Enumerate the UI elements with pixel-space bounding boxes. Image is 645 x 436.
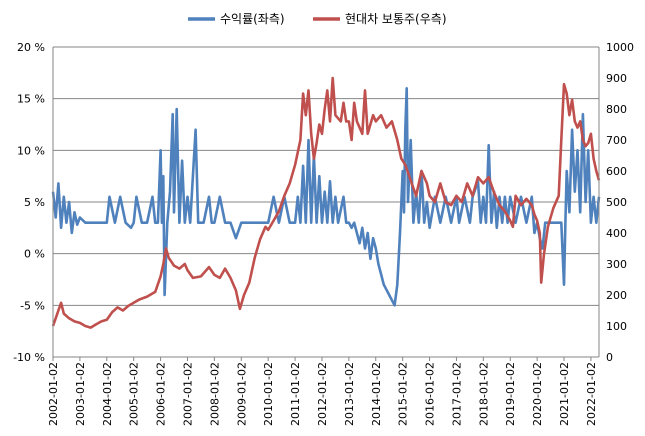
x-tick-label: 2017-01-02: [450, 362, 463, 426]
x-tick-label: 2004-01-02: [101, 362, 114, 426]
x-tick-label: 2020-01-02: [531, 362, 544, 426]
y-right-tick-label: 100: [606, 320, 627, 333]
y-left-tick-label: -10 %: [13, 351, 45, 364]
y-left-tick-label: 0 %: [24, 248, 45, 261]
x-tick-label: 2003-01-02: [74, 362, 87, 426]
x-tick-label: 2015-01-02: [397, 362, 410, 426]
legend-label-return: 수익률(좌측): [220, 12, 285, 26]
y-right-tick-label: 900: [606, 72, 627, 85]
x-tick-label: 2009-01-02: [235, 362, 248, 426]
x-tick-label: 2019-01-02: [504, 362, 517, 426]
x-tick-label: 2008-01-02: [208, 362, 221, 426]
y-right-tick-label: 200: [606, 289, 627, 302]
x-tick-label: 2016-01-02: [424, 362, 437, 426]
y-left-tick-label: 5 %: [24, 196, 45, 209]
y-left-tick-label: 20 %: [17, 41, 45, 54]
x-tick-label: 2006-01-02: [155, 362, 168, 426]
plot-area: [51, 76, 601, 329]
y-left-tick-label: -5 %: [20, 299, 45, 312]
y-right-tick-label: 400: [606, 227, 627, 240]
x-tick-label: 2007-01-02: [181, 362, 194, 426]
x-tick-label: 2018-01-02: [477, 362, 490, 426]
x-tick-label: 2002-01-02: [47, 362, 60, 426]
x-tick-label: 2014-01-02: [370, 362, 383, 426]
return-series-line: [51, 87, 601, 307]
axes: -10 % -5 % 0 % 5 % 10 % 15 % 20 % 0 100 200 300 400…: [13, 41, 634, 426]
hyundai-stock-series-line: [51, 76, 601, 329]
y-right-tick-label: 800: [606, 103, 627, 116]
x-tick-label: 2005-01-02: [128, 362, 141, 426]
y-left-tick-label: 15 %: [17, 93, 45, 106]
chart-legend: 수익률(좌측) 현대차 보통주(우측): [188, 12, 447, 26]
y-right-tick-label: 1000: [606, 41, 634, 54]
legend-label-hyundai: 현대차 보통주(우측): [345, 12, 447, 26]
x-tick-label: 2010-01-02: [262, 362, 275, 426]
y-right-tick-label: 600: [606, 165, 627, 178]
x-tick-label: 2022-01-02: [585, 362, 598, 426]
y-right-tick-label: 500: [606, 196, 627, 209]
x-tick-label: 2012-01-02: [316, 362, 329, 426]
y-right-tick-label: 700: [606, 134, 627, 147]
x-tick-label: 2013-01-02: [343, 362, 356, 426]
x-tick-label: 2011-01-02: [289, 362, 302, 426]
y-right-tick-label: 300: [606, 258, 627, 271]
y-right-tick-label: 0: [606, 351, 613, 364]
y-left-tick-label: 10 %: [17, 144, 45, 157]
x-tick-label: 2021-01-02: [558, 362, 571, 426]
